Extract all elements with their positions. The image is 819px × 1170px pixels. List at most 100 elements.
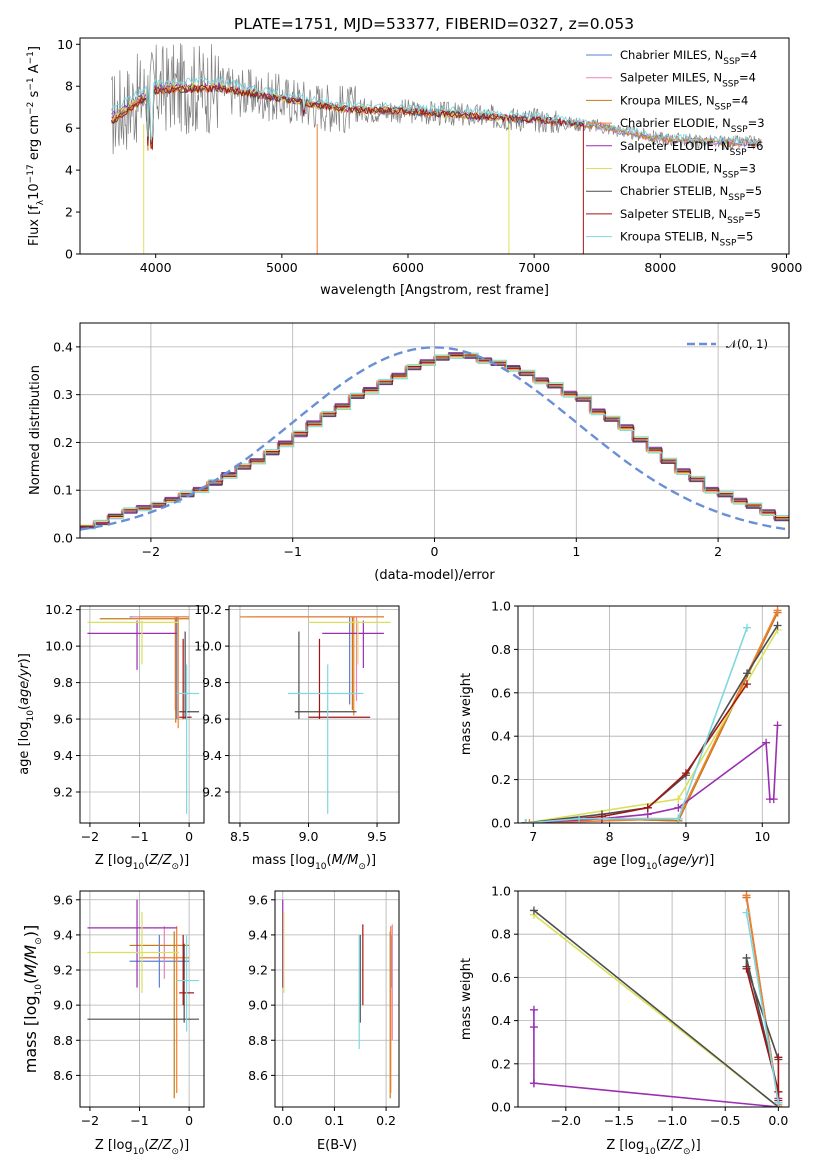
histogram-step bbox=[80, 353, 789, 528]
y-axis-label: mass weight bbox=[459, 673, 474, 755]
age-vs-Z-plot bbox=[87, 616, 200, 814]
plus-marker bbox=[742, 964, 751, 973]
y-axis-label: Normed distribution bbox=[28, 365, 43, 495]
mass-weight-line bbox=[745, 912, 780, 1103]
y-tick-label: 8.6 bbox=[248, 1068, 268, 1083]
plus-marker bbox=[773, 721, 782, 730]
legend-entry: Chabrier ELODIE, NSSP=3 bbox=[620, 116, 765, 135]
x-tick-label: 1 bbox=[572, 544, 580, 559]
x-tick-label: 9 bbox=[682, 829, 690, 844]
plus-marker bbox=[769, 795, 778, 804]
x-tick-label: 7000 bbox=[518, 260, 550, 275]
histogram-step bbox=[81, 352, 789, 530]
plus-marker bbox=[774, 1087, 783, 1096]
y-tick-label: 6 bbox=[65, 121, 73, 136]
x-tick-label: 8 bbox=[606, 829, 614, 844]
axis-label: mass [log10(M/M⊙)] bbox=[21, 925, 44, 1074]
mass-vs-ebv-plot bbox=[282, 899, 393, 1099]
y-tick-label: 9.0 bbox=[248, 998, 268, 1013]
y-tick-label: 9.4 bbox=[53, 748, 73, 763]
mass-weight-line bbox=[525, 683, 748, 823]
mass-weight-line bbox=[529, 609, 779, 823]
x-tick-label: 4000 bbox=[140, 260, 172, 275]
y-tick-label: 0.3 bbox=[53, 387, 73, 402]
x-tick-label: −2 bbox=[81, 1113, 99, 1128]
plus-marker bbox=[743, 623, 752, 632]
figure-title: PLATE=1751, MJD=53377, FIBERID=0327, z=0… bbox=[234, 15, 634, 33]
legend-entry: Kroupa MILES, NSSP=4 bbox=[620, 93, 748, 112]
y-axis-label: Flux [fλ10−17 erg cm−2 s−1 A−1] bbox=[26, 46, 46, 246]
mass-vs-ebv-frame bbox=[274, 890, 400, 1108]
y-tick-label: 9.2 bbox=[248, 963, 268, 978]
y-tick-label: 9.2 bbox=[53, 785, 73, 800]
residuals-plot bbox=[80, 346, 789, 531]
mass-vs-ebv-axes: 0.0 0.1 0.2 8.6 8.8 9.0 9.2 9.4 9.6 bbox=[248, 891, 399, 1128]
plus-marker bbox=[529, 906, 538, 915]
x-tick-label: 6000 bbox=[392, 260, 424, 275]
x-tick-label: −1.0 bbox=[657, 1113, 687, 1128]
age-vs-mass-frame bbox=[228, 605, 400, 824]
x-tick-label: 8.5 bbox=[230, 829, 250, 844]
plus-marker bbox=[525, 819, 534, 823]
mass-vs-Z-plot bbox=[87, 899, 200, 1099]
y-tick-label: 4 bbox=[65, 163, 73, 178]
x-tick-label: 5000 bbox=[266, 260, 298, 275]
x-tick-label: 9.5 bbox=[367, 829, 387, 844]
y-tick-label: 9.0 bbox=[53, 998, 73, 1013]
x-tick-label: −0.5 bbox=[710, 1113, 740, 1128]
histogram-step bbox=[80, 354, 789, 527]
x-tick-label: 9000 bbox=[771, 260, 803, 275]
y-tick-label: 0.1 bbox=[53, 483, 73, 498]
x-tick-label: 8000 bbox=[644, 260, 676, 275]
model-spectrum-line bbox=[111, 75, 762, 145]
x-tick-label: −2 bbox=[81, 829, 99, 844]
y-tick-label: 8.8 bbox=[248, 1033, 268, 1048]
histogram-step bbox=[80, 354, 789, 528]
plus-marker bbox=[674, 803, 683, 812]
y-tick-label: 8.8 bbox=[53, 1033, 73, 1048]
x-tick-label: −2 bbox=[142, 544, 160, 559]
y-tick-label: 8 bbox=[65, 79, 73, 94]
massweight-vs-Z-plot bbox=[529, 891, 783, 1107]
plus-marker bbox=[521, 819, 530, 823]
y-tick-label: 0 bbox=[65, 247, 73, 262]
x-tick-label: 0.2 bbox=[376, 1113, 396, 1128]
plus-marker bbox=[742, 953, 751, 962]
x-tick-label: 0 bbox=[185, 829, 193, 844]
mass-weight-line bbox=[525, 627, 748, 823]
y-tick-label: 0.8 bbox=[491, 642, 511, 657]
plus-marker bbox=[674, 814, 683, 823]
legend-entry: Kroupa ELODIE, NSSP=3 bbox=[620, 162, 756, 181]
histogram-step bbox=[80, 353, 789, 527]
plus-marker bbox=[773, 606, 782, 615]
massweight-vs-Z-axes: −2.0 −1.5 −1.0 −0.5 0.0 0.0 0.2 0.4 0.6 0.8 1.0 bbox=[491, 884, 789, 1128]
y-tick-label: 0.2 bbox=[491, 1056, 511, 1071]
y-tick-label: 9.6 bbox=[248, 892, 268, 907]
y-tick-label: 10.2 bbox=[45, 602, 73, 617]
x-tick-label: 2 bbox=[714, 544, 722, 559]
y-tick-label: 0.4 bbox=[53, 339, 73, 354]
plus-marker bbox=[762, 738, 771, 747]
residuals-axes: −2 −1 0 1 2 0.0 0.1 0.2 0.3 0.4 bbox=[53, 323, 789, 559]
axis-label: mass [log10(M/M⊙)] bbox=[252, 853, 376, 872]
legend-entry: Kroupa STELIB, NSSP=5 bbox=[620, 230, 753, 249]
mass-vs-Z-frame bbox=[79, 890, 205, 1108]
plus-marker bbox=[575, 814, 584, 823]
y-tick-label: 9.6 bbox=[53, 892, 73, 907]
mass-weight-line bbox=[525, 625, 779, 823]
age-vs-Z-axes: −2 −1 0 9.2 9.4 9.6 9.8 10.0 10.2 bbox=[45, 602, 204, 844]
y-tick-label: 0.0 bbox=[491, 816, 511, 831]
plus-marker bbox=[774, 1053, 783, 1062]
spectrum-axes: 4000 5000 6000 7000 8000 9000 0 2 4 6 8 10 bbox=[57, 37, 802, 275]
y-tick-label: 9.8 bbox=[202, 675, 222, 690]
x-tick-label: −1 bbox=[130, 1113, 148, 1128]
mass-weight-line bbox=[525, 629, 779, 823]
massweight-vs-age-frame bbox=[517, 605, 790, 824]
y-tick-label: 10 bbox=[57, 37, 73, 52]
plus-marker bbox=[643, 803, 652, 812]
legend-entry: Salpeter STELIB, NSSP=5 bbox=[620, 207, 761, 226]
axis-label: age [log10(age/yr)] bbox=[593, 853, 715, 872]
mass-weight-line bbox=[525, 612, 779, 823]
histogram-step bbox=[80, 354, 788, 527]
x-axis-label: Z [log10(Z/Z⊙)] bbox=[606, 1138, 700, 1157]
